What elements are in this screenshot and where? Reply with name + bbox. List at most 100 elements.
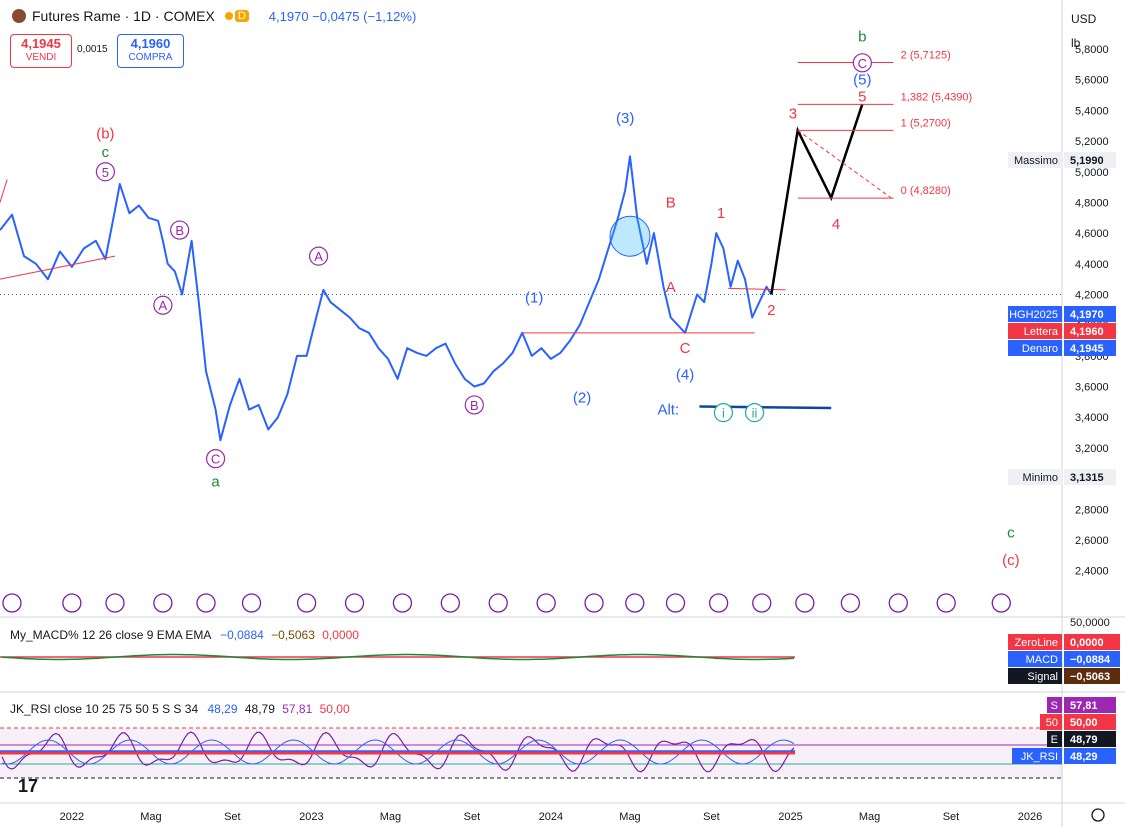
event-icon: [795, 593, 815, 613]
header-values: 4,1970 −0,0475 (−1,12%): [269, 9, 417, 24]
event-icon: [991, 593, 1011, 613]
price-tick-label: 3,4000: [1075, 412, 1109, 424]
macd-label-value-bg: [1064, 668, 1120, 684]
time-tick-label: Mag: [619, 811, 640, 823]
highlight-circle: [609, 215, 651, 257]
rsi-label-value-bg: [1064, 731, 1116, 747]
rsi-title: JK_RSI close 10 25 75 50 5 S S 34: [10, 702, 199, 716]
fib-level-label: 2 (5,7125): [901, 49, 951, 61]
time-tick-label: 2026: [1018, 811, 1042, 823]
price-tick-label: 4,6000: [1075, 228, 1109, 240]
event-icon: [584, 593, 604, 613]
rsi-label-name: S: [1051, 700, 1058, 712]
event-icon: [840, 593, 861, 613]
price-label-name: Minimo: [1023, 472, 1058, 484]
price-label-tag: [1008, 152, 1062, 168]
event-icon: [296, 593, 317, 613]
price-label-tag: [1008, 469, 1062, 485]
time-tick-label: 2022: [60, 811, 84, 823]
unit-selector[interactable]: lb: [1071, 36, 1081, 50]
event-icon: [665, 593, 686, 613]
time-tick-label: Mag: [859, 811, 880, 823]
projection-path: [770, 103, 864, 295]
price-label-name: Denaro: [1022, 343, 1058, 355]
price-series-line: [0, 155, 773, 442]
rsi-value-1: 48,29: [207, 702, 238, 716]
settings-gear-icon: [1091, 808, 1105, 822]
market-status-icon: [224, 12, 233, 20]
time-tick-label: 2024: [539, 811, 563, 823]
price-label-value-bg: [1064, 306, 1116, 322]
event-icon: [196, 593, 216, 613]
macd-label-tag: [1008, 634, 1062, 650]
price-tick-label: 2,4000: [1075, 566, 1109, 578]
macd-label-name: Signal: [1027, 671, 1058, 683]
wave-label: i: [722, 406, 725, 421]
wave-label: c: [102, 144, 110, 161]
sell-button[interactable]: 4,1945 VENDI: [10, 34, 72, 68]
price-label-value: 3,1315: [1070, 472, 1104, 484]
wave-label-circle: [464, 395, 484, 415]
event-icon: [440, 593, 460, 613]
rsi-label-name: JK_RSI: [1021, 751, 1058, 763]
badge: D: [234, 10, 249, 22]
wave-label: A: [159, 298, 168, 313]
wave-label: (1): [525, 290, 543, 307]
buy-price: 4,1960: [130, 36, 171, 51]
event-icon: [392, 593, 413, 613]
time-tick-label: Set: [224, 811, 241, 823]
rsi-label-name: E: [1051, 734, 1058, 746]
fib-level-label: 1 (5,2700): [901, 117, 951, 129]
price-tick-label: 4,4000: [1075, 259, 1109, 271]
time-tick-label: Set: [464, 811, 481, 823]
time-tick-label: Mag: [140, 811, 161, 823]
macd-line: [1, 653, 795, 661]
macd-label-tag: [1008, 651, 1062, 667]
price-label-tag: [1008, 340, 1062, 356]
price-label-value-bg: [1064, 340, 1116, 356]
price-tick-label: 4,8000: [1075, 197, 1109, 209]
sell-label: VENDI: [25, 52, 57, 63]
currency-selector[interactable]: USD: [1071, 12, 1097, 26]
wave-label: (3): [616, 110, 634, 127]
event-icon: [344, 593, 365, 613]
buy-button[interactable]: 4,1960 COMPRA: [117, 34, 184, 68]
macd-title: My_MACD% 12 26 close 9 EMA EMA: [10, 628, 211, 642]
rsi-label-value-bg: [1064, 714, 1116, 730]
wave-label-circle: [170, 220, 190, 240]
time-tick-label: Mag: [380, 811, 401, 823]
symbol-title[interactable]: Futures Rame · 1D · COMEX: [32, 8, 215, 24]
event-icon: [536, 593, 556, 613]
wave-label: (4): [676, 366, 694, 383]
rsi-label-tag: [1047, 697, 1062, 713]
price-label-value: 5,1990: [1070, 155, 1104, 167]
wave-label: A: [666, 279, 676, 296]
event-icon: [888, 593, 908, 613]
fib-level-label: 1,382 (5,4390): [901, 91, 973, 103]
price-label-name: Massimo: [1014, 155, 1058, 167]
macd-legend: My_MACD% 12 26 close 9 EMA EMA −0,0884 −…: [10, 628, 359, 642]
wave-label: B: [175, 223, 184, 238]
fib-level-label: 0 (4,8280): [901, 185, 951, 197]
wave-label-circle: [205, 449, 226, 469]
price-label-tag: [1008, 306, 1062, 322]
price-label-value-bg: [1064, 469, 1116, 485]
rsi-label-value-bg: [1064, 697, 1116, 713]
wave-label: 3: [789, 105, 797, 122]
rsi-label-value-bg: [1064, 748, 1116, 764]
rsi-value-2: 48,79: [244, 702, 275, 716]
event-icon: [752, 593, 772, 613]
event-icon: [936, 593, 956, 613]
time-tick-label: Set: [703, 811, 720, 823]
macd-axis-label: 50,0000: [1070, 617, 1110, 629]
wave-label-circle: [153, 295, 173, 315]
wave-label: 5: [858, 89, 866, 106]
fib-diagonal: [797, 129, 892, 199]
wave-label-circle: [713, 403, 734, 423]
wave-label: C: [211, 452, 220, 467]
wave-label: B: [666, 194, 676, 211]
price-change: −0,0475: [312, 8, 360, 24]
event-icon: [241, 593, 262, 613]
wave-label: A: [314, 249, 323, 264]
